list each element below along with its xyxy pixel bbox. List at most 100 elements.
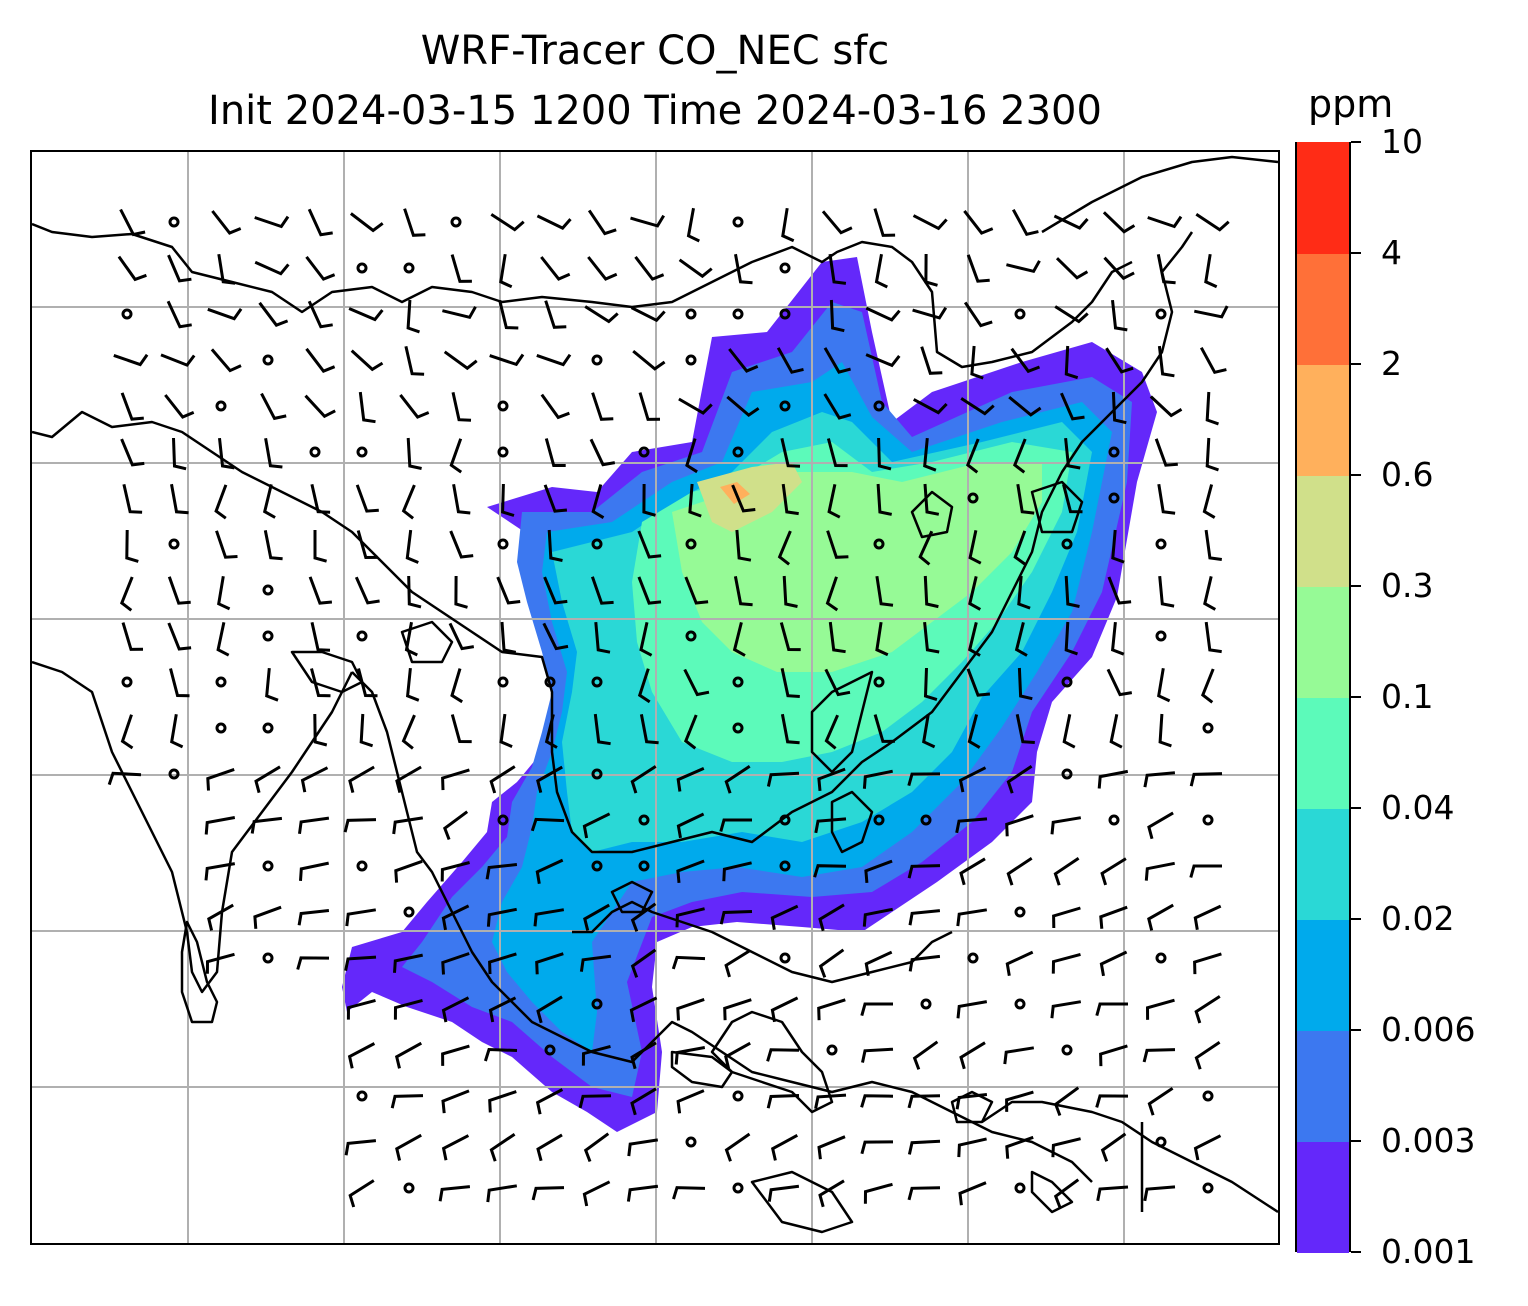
colorbar-tick-mark <box>1351 252 1361 254</box>
calm-wind-marker <box>1014 308 1026 320</box>
wind-barb <box>828 621 846 654</box>
wind-barb <box>676 767 705 792</box>
wind-barb <box>214 484 228 520</box>
wind-barb <box>205 952 235 974</box>
wind-barb <box>817 1135 846 1160</box>
wind-barb <box>543 576 568 605</box>
wind-barb <box>632 349 666 371</box>
wind-barb <box>814 1093 847 1109</box>
wind-barb <box>877 437 892 471</box>
calm-wind-marker <box>732 676 744 688</box>
wind-barb <box>1143 771 1176 788</box>
wind-barb <box>956 908 988 927</box>
colorbar-tick-label: 2 <box>1381 344 1402 383</box>
wind-barb <box>912 398 948 415</box>
wind-barb <box>358 391 376 424</box>
wind-barb <box>587 256 618 281</box>
calm-wind-marker <box>638 814 650 826</box>
wind-barb <box>441 768 470 791</box>
colorbar-segment <box>1297 1141 1349 1253</box>
wind-barb <box>119 208 146 237</box>
wind-barb <box>297 909 330 926</box>
wind-barb <box>1189 864 1222 878</box>
wind-barb <box>780 667 800 698</box>
wind-barb <box>210 348 242 373</box>
calm-wind-marker <box>873 676 885 688</box>
wind-barb <box>965 438 980 474</box>
wind-barb <box>966 254 990 283</box>
wind-barb <box>923 437 937 472</box>
wind-barb <box>313 530 327 563</box>
wind-barb <box>1193 1134 1222 1161</box>
calm-wind-marker <box>450 216 462 228</box>
wind-barb <box>676 812 705 839</box>
wind-barb <box>216 621 230 657</box>
calm-wind-marker <box>732 1090 744 1102</box>
wind-barb <box>500 621 517 654</box>
wind-barb <box>770 904 799 931</box>
wind-barb <box>1109 713 1123 749</box>
wind-barb <box>1006 260 1041 274</box>
wind-barb <box>441 904 470 931</box>
wind-barb <box>912 214 948 231</box>
wind-barb <box>907 1094 941 1109</box>
calm-wind-marker <box>779 308 791 320</box>
wind-barb <box>307 300 333 329</box>
wind-barb <box>1147 215 1183 229</box>
wind-barb <box>1145 998 1175 1020</box>
wind-barb <box>167 254 192 283</box>
calm-wind-marker <box>403 1182 415 1194</box>
wind-barb <box>258 301 289 328</box>
map-panel[interactable] <box>30 150 1280 1245</box>
wind-barb <box>449 530 474 559</box>
wind-barb <box>676 859 705 884</box>
wind-barb <box>488 952 517 975</box>
calm-wind-marker <box>215 400 227 412</box>
wind-barb <box>1064 575 1080 608</box>
calm-wind-marker <box>497 446 509 458</box>
calm-wind-marker <box>591 768 603 780</box>
wind-barb <box>1157 345 1175 378</box>
wind-barb <box>1199 346 1227 375</box>
wind-barb <box>1157 483 1176 515</box>
wind-barb <box>490 213 525 232</box>
wind-barb <box>218 437 235 470</box>
wind-barb <box>719 818 752 832</box>
wind-barb <box>864 950 893 977</box>
wind-barb <box>1053 1086 1080 1117</box>
wind-barb <box>1147 903 1174 931</box>
calm-wind-marker <box>685 538 697 550</box>
wind-barb <box>924 253 938 287</box>
colorbar-tick-mark <box>1351 1029 1361 1031</box>
wind-barb <box>676 997 705 1021</box>
wind-barb <box>968 529 982 565</box>
wind-barb <box>861 1047 894 1063</box>
wind-barb <box>1051 1137 1081 1158</box>
calm-wind-marker <box>1155 308 1167 320</box>
wind-barb <box>1010 347 1041 374</box>
calm-wind-marker <box>168 768 180 780</box>
wind-barb <box>344 1139 377 1156</box>
calm-wind-marker <box>967 492 979 504</box>
wind-barb <box>207 307 243 321</box>
calm-wind-marker <box>591 538 603 550</box>
wind-barb <box>918 530 934 566</box>
wind-barb <box>1158 713 1172 748</box>
calm-wind-marker <box>403 906 415 918</box>
wind-barb <box>591 484 605 519</box>
wind-barb <box>766 1094 800 1109</box>
calm-wind-marker <box>544 1044 556 1056</box>
wind-barb <box>1006 857 1033 886</box>
calm-wind-marker <box>356 446 368 458</box>
wind-barb <box>958 1181 987 1206</box>
wind-barb <box>1050 816 1082 835</box>
wind-barb <box>357 668 378 698</box>
wind-barb <box>639 714 659 745</box>
wind-barb <box>873 714 895 743</box>
calm-wind-marker <box>732 446 744 458</box>
wind-barb <box>1205 391 1219 426</box>
wind-barb <box>590 576 614 605</box>
wind-barb <box>540 256 571 281</box>
wind-barb <box>781 207 795 243</box>
wind-barb <box>1204 621 1222 654</box>
